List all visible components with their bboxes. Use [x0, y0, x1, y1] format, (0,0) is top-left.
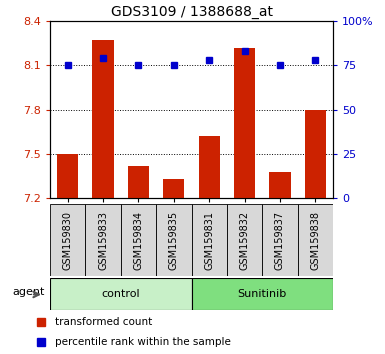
FancyBboxPatch shape: [50, 278, 192, 310]
Bar: [57, 154, 79, 198]
Text: GSM159835: GSM159835: [169, 211, 179, 270]
Bar: [163, 179, 184, 198]
Text: GSM159838: GSM159838: [310, 211, 320, 270]
FancyBboxPatch shape: [85, 205, 121, 276]
Text: control: control: [102, 289, 140, 299]
FancyBboxPatch shape: [50, 205, 85, 276]
FancyBboxPatch shape: [156, 205, 192, 276]
Text: GSM159831: GSM159831: [204, 211, 214, 270]
Text: GSM159832: GSM159832: [239, 211, 249, 270]
FancyBboxPatch shape: [121, 205, 156, 276]
Text: agent: agent: [12, 287, 45, 297]
Text: percentile rank within the sample: percentile rank within the sample: [55, 337, 230, 347]
Bar: [199, 136, 220, 198]
Bar: [270, 172, 291, 198]
Text: transformed count: transformed count: [55, 318, 152, 327]
Title: GDS3109 / 1388688_at: GDS3109 / 1388688_at: [110, 5, 273, 19]
Bar: [92, 40, 114, 198]
FancyBboxPatch shape: [262, 205, 298, 276]
FancyBboxPatch shape: [298, 205, 333, 276]
FancyBboxPatch shape: [227, 205, 262, 276]
FancyBboxPatch shape: [192, 278, 333, 310]
Text: Sunitinib: Sunitinib: [238, 289, 287, 299]
Text: GSM159830: GSM159830: [63, 211, 73, 270]
FancyBboxPatch shape: [192, 205, 227, 276]
Bar: [234, 48, 255, 198]
Bar: [305, 110, 326, 198]
Text: GSM159833: GSM159833: [98, 211, 108, 270]
Text: GSM159834: GSM159834: [134, 211, 144, 270]
Text: GSM159837: GSM159837: [275, 211, 285, 270]
Bar: [128, 166, 149, 198]
